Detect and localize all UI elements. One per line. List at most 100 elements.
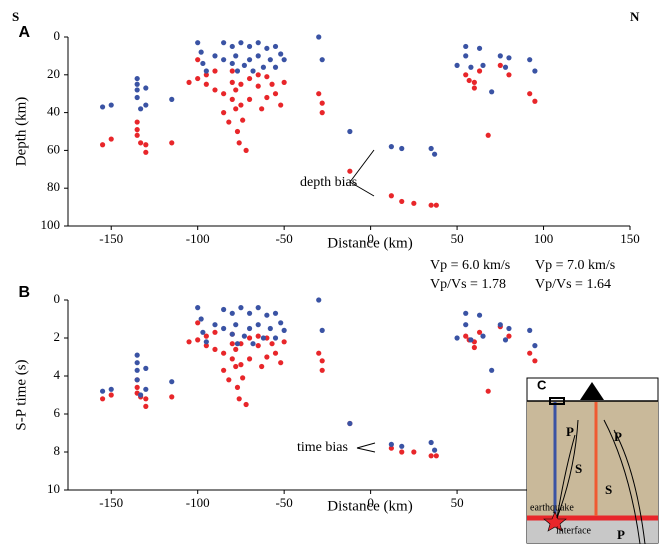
point [347,420,353,427]
inset-diagram [526,377,659,544]
panel-label: B [18,284,30,301]
point [399,145,405,152]
point [143,142,149,148]
direction-label: S [12,9,19,24]
point [399,443,405,449]
point [238,362,244,368]
point [99,104,106,110]
point [221,350,227,356]
point [229,310,235,316]
point [431,447,438,453]
point [471,344,477,351]
point [532,343,538,349]
point [186,79,192,85]
point [255,305,261,311]
point [272,91,279,97]
interface-label: interface [556,525,592,536]
point [195,305,201,311]
point [255,322,261,328]
point [229,68,235,74]
y-tick-label: 10 [47,481,60,496]
point [468,64,474,70]
legend-entry: Vp/Vs = 1.64 [535,277,611,292]
point [221,325,227,332]
point [480,62,486,68]
point [233,106,239,112]
point [226,119,232,125]
point [278,102,284,108]
point [272,350,279,356]
point [272,310,279,316]
x-tick-label: -50 [275,231,292,246]
inset-label: C [537,377,547,392]
point [143,85,149,91]
wave-label: P [614,429,622,444]
point [463,333,469,339]
point [212,329,218,335]
point [264,312,270,318]
point [138,140,144,146]
y-tick-label: 8 [54,443,61,458]
point [143,386,149,392]
point [433,202,439,208]
point [229,356,235,362]
point [233,322,239,328]
point [428,202,434,208]
point [99,142,106,148]
point [281,57,287,63]
point [234,341,241,347]
point [246,57,253,63]
point [233,346,239,352]
point [411,449,417,455]
point [454,335,460,341]
legend-entry: Vp/Vs = 1.78 [430,277,506,292]
x-tick-label: 0 [367,495,374,510]
point [272,43,279,50]
point [236,396,242,402]
point [229,43,235,50]
x-axis-label: Distance (km) [327,498,412,514]
point [264,74,270,80]
point [246,96,253,102]
point [428,145,434,152]
point [212,68,218,74]
x-tick-label: 0 [367,231,374,246]
point [238,40,244,46]
point [532,358,538,364]
wave-label: S [575,461,582,476]
point [195,320,201,326]
point [200,329,206,335]
point [134,87,140,93]
point [203,343,209,349]
point [502,64,509,70]
point [259,363,265,370]
point [169,96,175,102]
point [255,333,261,339]
point [466,77,472,84]
point [250,341,256,347]
point [255,83,261,89]
point [221,40,227,46]
point [255,40,261,46]
point [264,45,270,51]
annotation-pointer [349,149,376,453]
point [272,64,279,70]
point [463,43,469,50]
point [203,68,209,74]
point [212,322,218,328]
point [246,43,253,50]
point [234,128,241,135]
point [431,151,438,157]
point [229,331,235,337]
point [476,68,483,74]
point [476,45,483,51]
x-tick-label: -50 [275,495,292,510]
point [388,445,394,451]
point [134,360,140,366]
point [203,72,209,78]
y-tick-label: 40 [47,104,60,119]
point [212,87,218,93]
point [134,75,140,82]
point [463,53,469,59]
point [319,327,325,333]
